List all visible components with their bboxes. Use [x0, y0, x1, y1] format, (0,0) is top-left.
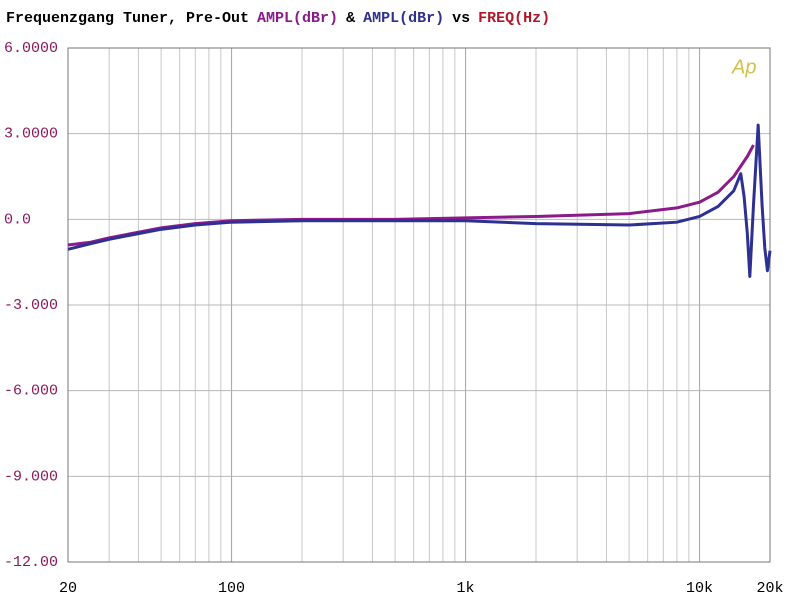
x-tick-label: 1k [457, 580, 475, 597]
y-tick-label: -3.000 [4, 297, 58, 314]
x-tick-label: 10k [686, 580, 713, 597]
title-part: FREQ(Hz) [478, 10, 550, 27]
series-line [67, 123, 772, 278]
title-part: AMPL(dBr) [363, 10, 444, 27]
title-part: vs [452, 10, 470, 27]
y-tick-label: 0.0 [4, 211, 31, 228]
logo: Ap [731, 56, 756, 78]
y-tick-label: -9.000 [4, 468, 58, 485]
y-tick-label: 6.0000 [4, 40, 58, 57]
x-tick-label: 20 [59, 580, 77, 597]
y-tick-label: 3.0000 [4, 126, 58, 143]
x-tick-label: 20k [756, 580, 783, 597]
y-tick-label: -12.00 [4, 554, 58, 571]
title-part: Frequenzgang Tuner, Pre-Out [6, 10, 249, 27]
title-part: AMPL(dBr) [257, 10, 338, 27]
y-tick-label: -6.000 [4, 383, 58, 400]
x-tick-label: 100 [218, 580, 245, 597]
title-part: & [346, 10, 355, 27]
plot-frame [67, 47, 771, 563]
chart-title: Frequenzgang Tuner, Pre-Out AMPL(dBr) & AMP… [6, 10, 550, 27]
